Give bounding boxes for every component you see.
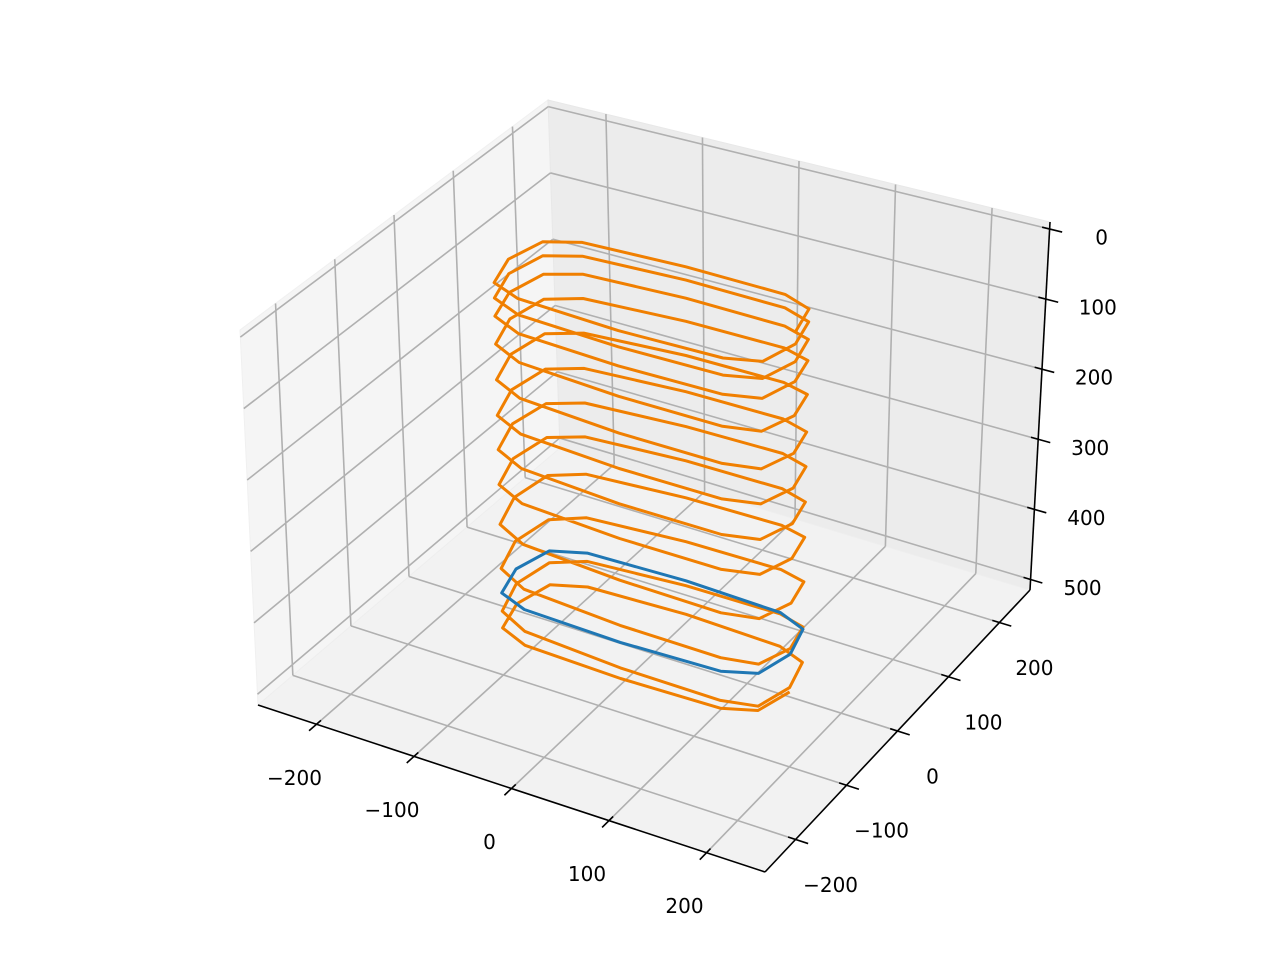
grid-line — [333, 259, 352, 626]
grid-line — [605, 114, 616, 465]
x-tick-label: −100 — [365, 798, 420, 822]
z-axis-line — [1029, 221, 1051, 591]
grid-line — [559, 437, 1031, 581]
grid-line — [524, 476, 1000, 624]
y-tick-label: −200 — [803, 873, 858, 897]
grid-line — [253, 371, 558, 624]
grid-line — [256, 437, 561, 695]
y-tick-label: 100 — [964, 710, 1002, 734]
z-tick-label: 100 — [1079, 296, 1117, 320]
grid-line — [250, 304, 556, 553]
x-tick-label: 100 — [568, 862, 606, 886]
x-tick — [601, 815, 614, 829]
series-line — [500, 549, 805, 675]
z-tick — [1034, 366, 1055, 374]
y-tick — [992, 619, 1012, 627]
x-tick — [503, 783, 517, 796]
y-tick — [838, 782, 860, 790]
grid-line — [243, 172, 552, 410]
z-tick — [1041, 226, 1063, 233]
z-tick-label: 300 — [1071, 436, 1109, 460]
grid-line — [557, 371, 1035, 511]
x-tick-label: 200 — [665, 894, 703, 918]
y-tick — [941, 673, 961, 682]
grid-line — [550, 172, 1047, 300]
x-tick-label: 0 — [483, 830, 496, 854]
y-tick-label: 0 — [926, 765, 939, 789]
grid-line — [452, 170, 468, 528]
grid-line — [884, 184, 897, 547]
z-tick-label: 0 — [1095, 226, 1108, 250]
y-tick — [787, 836, 809, 845]
x-tick-label: −200 — [267, 766, 322, 790]
grid-line — [393, 214, 410, 577]
grid-line — [350, 625, 847, 786]
grid-line — [292, 674, 796, 841]
z-tick — [1030, 436, 1051, 444]
series-line — [492, 240, 811, 712]
z-tick-label: 400 — [1067, 506, 1105, 530]
x-tick — [406, 751, 419, 764]
x-tick — [308, 719, 322, 732]
y-tick-label: −100 — [854, 819, 909, 843]
grid-line — [974, 207, 993, 574]
z-tick-label: 500 — [1063, 576, 1101, 600]
grid-line — [408, 575, 898, 732]
grid-line — [548, 105, 1050, 230]
z-tick — [1027, 506, 1047, 514]
z-tick-label: 200 — [1075, 366, 1113, 390]
z-tick — [1023, 576, 1043, 584]
grid-line — [552, 238, 1043, 370]
grid-line — [554, 304, 1039, 441]
grid-line — [239, 105, 549, 338]
y-tick-label: 200 — [1015, 656, 1053, 680]
z-tick — [1038, 296, 1059, 304]
x-tick — [699, 847, 712, 861]
grid-line — [274, 303, 294, 676]
grid-line — [246, 238, 554, 481]
y-tick — [889, 727, 910, 736]
